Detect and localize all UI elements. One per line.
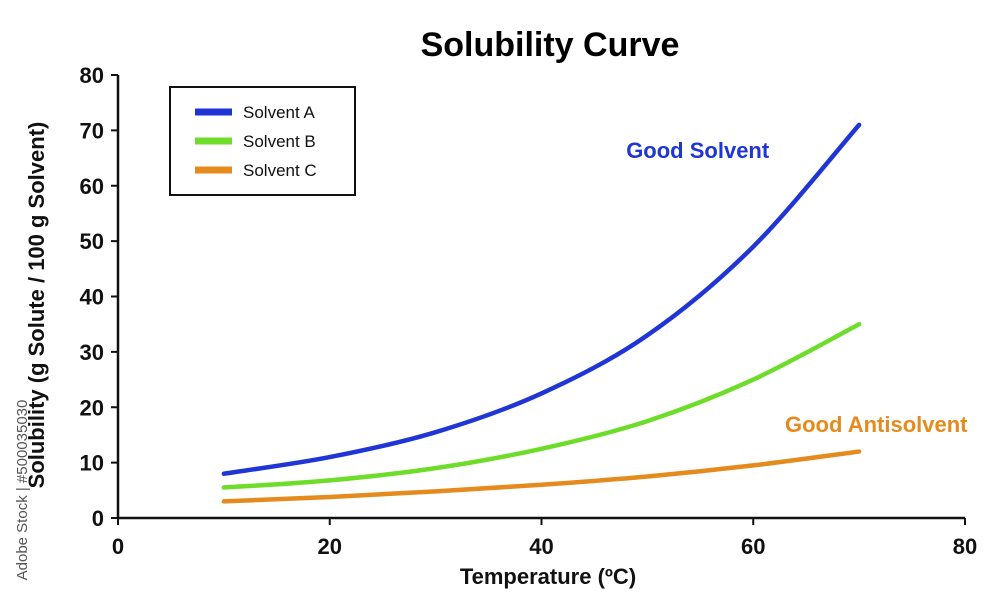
- x-tick-label: 20: [318, 534, 342, 559]
- x-ticks: 0 20 40 60 80: [112, 518, 977, 559]
- x-tick-label: 60: [741, 534, 765, 559]
- watermark-text: Adobe Stock | #500035030: [14, 400, 31, 581]
- series-line-3: [221, 449, 862, 504]
- legend: Solvent A Solvent B Solvent C: [169, 86, 356, 196]
- y-tick-label: 10: [80, 451, 104, 476]
- chart-title: Solubility Curve: [421, 26, 680, 64]
- series-line-1: [221, 122, 862, 476]
- y-tick-label: 80: [80, 63, 104, 88]
- x-tick-label: 40: [529, 534, 553, 559]
- annotation-label: Good Antisolvent: [785, 412, 968, 437]
- y-tick-label: 70: [80, 118, 104, 143]
- x-tick-label: 0: [112, 534, 124, 559]
- legend-label: Solvent B: [243, 132, 316, 151]
- x-axis-label: Temperature (ºC): [460, 564, 636, 589]
- series-line-2: [221, 321, 862, 490]
- y-tick-label: 20: [80, 395, 104, 420]
- annotation-label: Good Solvent: [626, 138, 770, 163]
- x-tick-label: 80: [953, 534, 977, 559]
- annotations: Good Solvent Good Antisolvent: [626, 138, 968, 437]
- legend-label: Solvent A: [243, 103, 315, 122]
- y-tick-label: 40: [80, 285, 104, 310]
- y-tick-label: 0: [92, 506, 104, 531]
- legend-label: Solvent C: [243, 161, 317, 180]
- y-tick-label: 30: [80, 340, 104, 365]
- series-lines: [221, 122, 862, 504]
- y-ticks: 0 10 20 30 40 50 60 70 80: [80, 63, 118, 531]
- y-tick-label: 60: [80, 174, 104, 199]
- y-tick-label: 50: [80, 229, 104, 254]
- y-axis-label: Solubility (g Solute / 100 g Solvent): [24, 122, 49, 489]
